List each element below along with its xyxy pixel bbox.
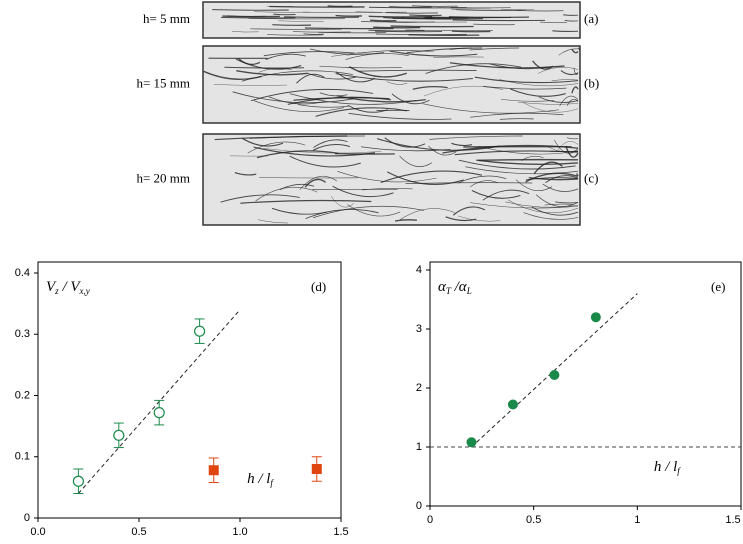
y-tick-label: 1 (416, 441, 422, 453)
x-tick-label: 0.5 (131, 526, 146, 538)
point (508, 400, 518, 410)
photo-label: h= 20 mm (136, 170, 190, 185)
streak (449, 17, 529, 18)
y-tick-label: 0 (416, 500, 422, 512)
y-axis-label-part: L (466, 286, 472, 296)
figure: h= 5 mm (a) h= 15 mm (b) h= 20 mm (c) 0.0 0.5 1.… (0, 0, 743, 544)
y-tick-label: 0.4 (15, 267, 30, 279)
x-axis-label-part: f (677, 466, 681, 476)
x-tick-label: 0.0 (30, 526, 45, 538)
y-tick-label: 0 (24, 512, 30, 524)
streak (328, 6, 353, 7)
x-tick-label: 1.0 (232, 526, 247, 538)
streak (453, 20, 546, 21)
y-axis-label-part: /α (451, 279, 468, 295)
photo-tag: (c) (584, 170, 598, 185)
y-axis-label: Vz / Vx,y (46, 279, 90, 296)
streak (452, 31, 490, 32)
point (549, 370, 559, 380)
point (312, 464, 322, 474)
y-tick-label: 3 (416, 323, 422, 335)
y-tick-label: 0.2 (15, 389, 30, 401)
y-axis-label-part: / V (59, 279, 82, 295)
streak (552, 31, 578, 32)
streak (408, 35, 479, 36)
photo-tag: (a) (584, 11, 598, 26)
x-tick-label: 1.5 (333, 526, 348, 538)
x-axis-label-part: h / l (654, 459, 677, 475)
streak (221, 17, 295, 18)
streak (392, 18, 483, 19)
streak (272, 25, 311, 26)
streak (373, 27, 420, 28)
panel-tag: (e) (711, 279, 725, 294)
x-tick-label: 1.5 (725, 514, 740, 526)
x-tick-label: 0 (427, 514, 433, 526)
point (114, 430, 124, 440)
x-axis-label-part: f (270, 478, 274, 488)
photo-label: h= 15 mm (136, 75, 190, 90)
streak (212, 10, 289, 11)
point (195, 326, 205, 336)
point (154, 408, 164, 418)
y-tick-label: 4 (416, 264, 422, 276)
streak (284, 17, 359, 18)
y-axis-label: αT /αL (438, 279, 472, 296)
x-tick-label: 0.5 (526, 514, 541, 526)
y-tick-label: 2 (416, 382, 422, 394)
photo-label: h= 5 mm (143, 11, 190, 26)
y-tick-label: 0.1 (15, 451, 30, 463)
y-axis-label-part: x,y (79, 286, 90, 296)
streak (476, 160, 578, 161)
streak (409, 15, 441, 16)
x-axis-label: h / lf (654, 459, 681, 476)
point (466, 437, 476, 447)
point (209, 465, 219, 475)
point (73, 476, 83, 486)
panel-tag: (d) (311, 279, 326, 294)
x-tick-label: 1 (634, 514, 640, 526)
plot-frame (430, 262, 741, 506)
photo (203, 46, 580, 123)
streak (370, 20, 396, 21)
streak (336, 16, 362, 17)
streak (223, 16, 280, 17)
photo-tag: (b) (584, 75, 599, 90)
x-axis-label: h / lf (247, 471, 274, 488)
streak (369, 16, 432, 17)
point (591, 312, 601, 322)
streak (391, 26, 474, 27)
y-tick-label: 0.3 (15, 328, 30, 340)
x-axis-label-part: h / l (247, 471, 270, 487)
